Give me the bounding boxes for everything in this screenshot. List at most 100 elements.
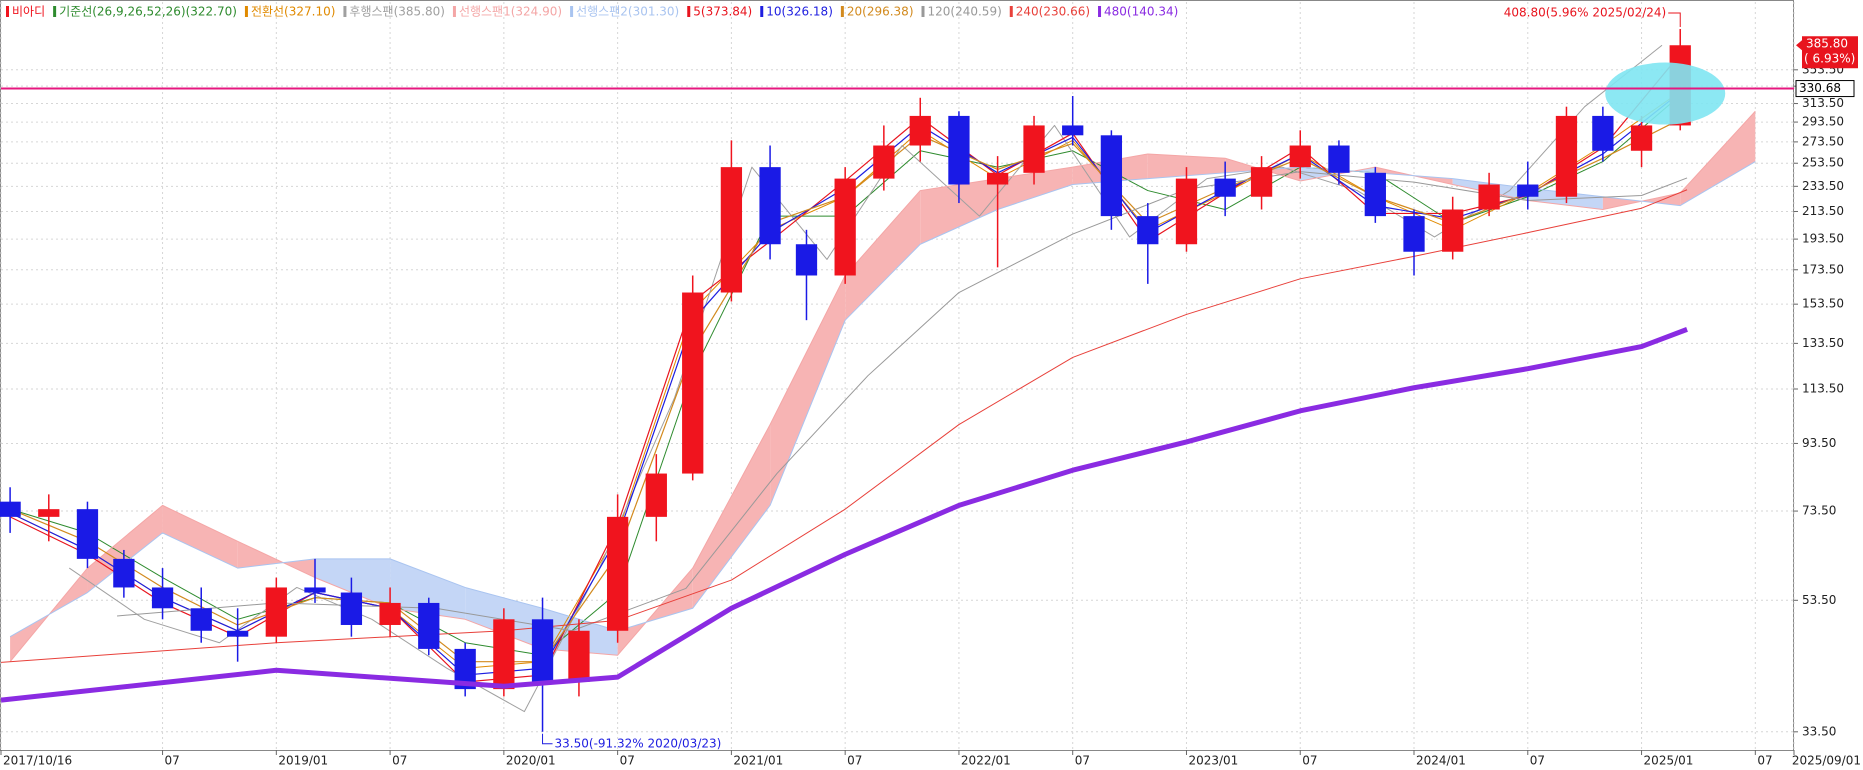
candle-body: [682, 292, 704, 474]
legend-label: 120(240.59): [928, 5, 1002, 19]
candle-body: [379, 602, 401, 625]
legend-label: 선행스팬1(324.90): [459, 4, 562, 19]
candle-body: [1478, 184, 1500, 210]
last-price-change: ( 6.93%): [1804, 52, 1855, 66]
legend-marker: [1098, 6, 1102, 17]
candle-body: [38, 509, 60, 517]
series-line: [9, 110, 1756, 662]
candle-body: [1100, 135, 1123, 217]
x-tick-label: 2024/01: [1416, 754, 1466, 768]
candle-body: [493, 619, 515, 690]
legend-marker: [244, 6, 248, 17]
y-tick-label: 133.50: [1802, 336, 1844, 350]
candle-body: [568, 630, 590, 682]
candle-body: [1442, 209, 1464, 252]
candle-body: [909, 115, 931, 146]
annotation-connector: [1668, 12, 1681, 27]
cloud-segment: [162, 505, 238, 569]
candle-body: [265, 587, 287, 637]
overlay: 408.80(5.96% 2025/02/24) 33.50(-91.32% 20…: [0, 5, 1794, 750]
candle-body: [418, 602, 440, 649]
candle-body: [1137, 216, 1159, 245]
candle-body: [834, 178, 856, 276]
x-tick-label: 07: [620, 754, 635, 768]
cloud-segment: [1680, 111, 1756, 206]
candle-body: [948, 115, 970, 185]
cloud-segment: [315, 558, 391, 609]
legend-marker: [840, 6, 844, 17]
candle-body: [1250, 167, 1273, 197]
candle-body: [759, 167, 781, 245]
hline-label-box: [1795, 80, 1855, 98]
y-tick-label: 193.50: [1802, 232, 1844, 246]
cloud-segment: [997, 167, 1073, 210]
cloud-segment: [390, 558, 466, 620]
last-price-label: 385.80: [1806, 37, 1848, 51]
cloud-segment: [920, 178, 998, 245]
highlight-ellipse: [1605, 62, 1726, 125]
legend-label: 20(296.38): [847, 5, 914, 19]
cloud-segment: [1225, 158, 1301, 181]
y-tick-label: 253.50: [1802, 156, 1844, 170]
candle-body: [0, 501, 21, 517]
candle-body: [1214, 178, 1236, 197]
cloud-segment: [1147, 153, 1226, 179]
candle-body: [1289, 145, 1311, 168]
legend-marker: [921, 6, 925, 17]
legend-label: 10(326.18): [766, 5, 833, 19]
candle-body: [113, 558, 135, 588]
x-tick-label: 2019/01: [278, 754, 328, 768]
x-tick-label: 2025/01: [1644, 754, 1694, 768]
candle-body: [304, 587, 326, 593]
y-tick-label: 233.50: [1802, 179, 1844, 193]
series-line: [0, 189, 1688, 663]
y-tick-label: 313.50: [1802, 96, 1844, 110]
legend-marker: [452, 6, 456, 17]
candle-body: [1062, 125, 1084, 136]
candle-body: [454, 648, 476, 690]
y-tick-label: 293.50: [1802, 115, 1844, 129]
candle-body: [1630, 125, 1653, 151]
x-tick-label: 07: [1530, 754, 1545, 768]
candle-body: [795, 244, 818, 276]
legend-label: 480(140.34): [1104, 5, 1178, 19]
series-line: [0, 327, 1688, 703]
candle-body: [986, 172, 1009, 185]
cloud-segment: [692, 424, 771, 609]
candle-body: [1328, 145, 1350, 173]
legend-label: 전환선(327.10): [251, 5, 335, 19]
legend-label: 선행스팬2(301.30): [576, 4, 679, 19]
cloud-segment: [845, 190, 921, 321]
candle-body: [227, 630, 249, 637]
x-tick-label: 2017/10/16: [3, 754, 72, 768]
cloud-segment: [770, 275, 846, 506]
candles: [0, 28, 1691, 732]
grid: [0, 2, 1795, 750]
x-tick-label: 2025/09/01: [1792, 754, 1861, 768]
x-tick-label: 07: [392, 754, 407, 768]
candle-body: [645, 473, 667, 517]
annotation: 408.80(5.96% 2025/02/24): [1504, 5, 1666, 19]
series-line: [9, 161, 1756, 638]
legend-label: 5(373.84): [693, 5, 752, 19]
legend-marker: [760, 6, 764, 17]
y-tick-label: 113.50: [1802, 381, 1844, 395]
y-tick-label: 213.50: [1802, 204, 1844, 218]
x-tick-label: 2021/01: [733, 754, 783, 768]
legend-label: 기준선(26,9,26,52,26)(322.70): [59, 5, 237, 19]
legend-marker: [53, 6, 57, 17]
annotation-connector: [542, 733, 553, 745]
legend-label: 비아디: [12, 5, 45, 19]
last-price-box: [1802, 36, 1858, 69]
x-tick-label: 2023/01: [1188, 754, 1238, 768]
candle-body: [1403, 216, 1425, 252]
candle-body: [606, 516, 629, 631]
candle-body: [873, 145, 895, 179]
candle-body: [340, 592, 363, 625]
candle-body: [1555, 115, 1578, 197]
x-tick-label: 07: [1075, 754, 1090, 768]
x-tick-label: 07: [1757, 754, 1772, 768]
y-tick-label: 153.50: [1802, 297, 1844, 311]
candle-body: [151, 587, 174, 609]
